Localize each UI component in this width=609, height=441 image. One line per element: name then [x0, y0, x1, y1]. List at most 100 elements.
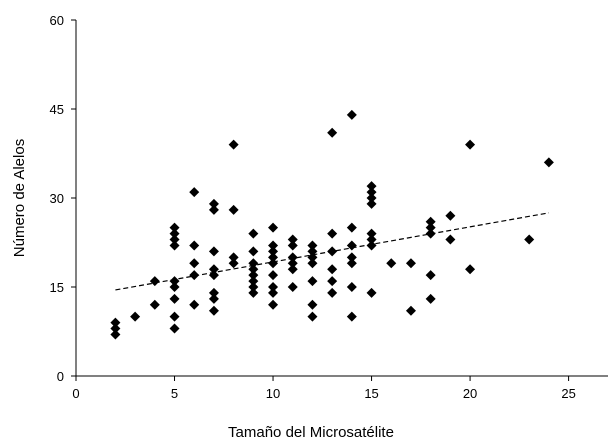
- data-point: [346, 282, 357, 292]
- data-point: [307, 252, 318, 263]
- data-point: [248, 264, 259, 275]
- axes: 0 5 10 15 20 25 0 15 30 45 60: [50, 13, 608, 401]
- data-point: [445, 210, 456, 221]
- data-point: [208, 293, 219, 304]
- data-point: [268, 282, 279, 292]
- data-point: [346, 311, 357, 322]
- data-point: [208, 287, 219, 298]
- data-point: [307, 246, 318, 257]
- data-point: [248, 270, 259, 281]
- x-tick-label: 0: [72, 386, 79, 401]
- data-point: [208, 198, 219, 209]
- data-point: [169, 323, 180, 334]
- data-point: [465, 264, 476, 275]
- x-tick-label: 20: [463, 386, 477, 401]
- data-point: [268, 222, 279, 233]
- data-point: [268, 270, 279, 281]
- x-tick-label: 15: [364, 386, 378, 401]
- data-point: [287, 264, 298, 275]
- x-tick-label: 10: [266, 386, 280, 401]
- data-point: [268, 258, 279, 269]
- data-point: [189, 187, 200, 198]
- data-point: [405, 258, 416, 269]
- data-point: [287, 240, 298, 251]
- data-point: [268, 240, 279, 251]
- data-point: [228, 139, 239, 150]
- data-point: [228, 258, 239, 269]
- y-axis-title: Número de Alelos: [11, 139, 28, 257]
- data-point: [189, 240, 200, 251]
- data-point: [268, 287, 279, 298]
- y-tick-label: 45: [50, 102, 64, 117]
- data-point: [169, 228, 180, 239]
- data-point: [366, 187, 377, 198]
- data-point: [327, 287, 338, 298]
- data-point: [169, 234, 180, 245]
- data-point: [189, 258, 200, 269]
- data-point: [445, 234, 456, 245]
- data-point: [307, 240, 318, 251]
- data-point: [169, 311, 180, 322]
- data-point: [327, 246, 338, 257]
- data-point: [169, 276, 180, 287]
- data-point: [366, 240, 377, 251]
- data-point: [208, 305, 219, 316]
- data-point: [366, 198, 377, 209]
- data-point: [307, 276, 318, 287]
- data-point: [110, 317, 121, 328]
- y-tick-label: 60: [50, 13, 64, 28]
- x-axis-title: Tamaño del Microsatélite: [228, 424, 394, 441]
- data-point: [208, 246, 219, 257]
- data-point: [425, 228, 436, 239]
- data-point: [366, 287, 377, 298]
- y-tick-label: 15: [50, 280, 64, 295]
- data-point: [110, 329, 121, 340]
- data-point: [169, 222, 180, 233]
- data-point: [465, 139, 476, 150]
- data-point: [327, 127, 338, 138]
- y-tick-label: 30: [50, 191, 64, 206]
- data-point: [366, 181, 377, 192]
- x-tick-label: 5: [171, 386, 178, 401]
- data-point: [110, 323, 121, 334]
- data-point: [425, 222, 436, 233]
- x-tick-label: 25: [561, 386, 575, 401]
- data-point: [189, 270, 200, 281]
- data-point: [248, 287, 259, 298]
- data-point: [268, 252, 279, 263]
- data-point: [248, 246, 259, 257]
- data-point: [248, 282, 259, 292]
- data-point: [287, 252, 298, 263]
- data-point: [169, 282, 180, 292]
- data-point: [149, 276, 160, 287]
- data-point: [524, 234, 535, 245]
- data-point: [386, 258, 397, 269]
- data-point: [189, 299, 200, 310]
- data-point: [208, 270, 219, 281]
- data-point: [307, 311, 318, 322]
- data-point: [366, 234, 377, 245]
- data-point: [268, 246, 279, 257]
- data-point: [268, 299, 279, 310]
- data-point: [366, 193, 377, 203]
- data-point: [248, 228, 259, 239]
- data-point: [169, 240, 180, 251]
- data-point: [287, 234, 298, 245]
- data-point: [287, 282, 298, 292]
- data-point: [248, 258, 259, 269]
- data-point: [425, 216, 436, 227]
- data-point: [149, 299, 160, 310]
- data-point: [228, 204, 239, 215]
- data-point: [543, 157, 554, 168]
- data-point: [287, 258, 298, 269]
- data-point: [405, 305, 416, 316]
- data-point: [208, 264, 219, 275]
- data-point: [169, 293, 180, 304]
- data-point: [346, 240, 357, 251]
- data-point: [208, 204, 219, 215]
- data-point: [346, 258, 357, 269]
- data-point: [130, 311, 141, 322]
- data-point: [327, 276, 338, 287]
- data-point: [327, 264, 338, 275]
